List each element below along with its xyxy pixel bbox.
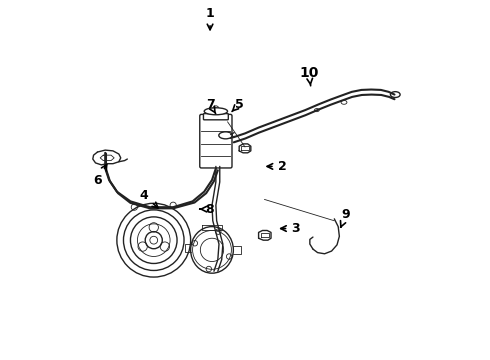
Text: 4: 4 (140, 189, 158, 208)
Text: 9: 9 (341, 208, 350, 227)
Text: 7: 7 (206, 98, 216, 114)
Text: 8: 8 (200, 203, 214, 216)
Text: 1: 1 (206, 7, 215, 30)
Text: 3: 3 (281, 222, 300, 235)
Text: 5: 5 (232, 98, 244, 112)
Ellipse shape (204, 108, 227, 115)
Text: 6: 6 (93, 165, 107, 186)
Text: 10: 10 (299, 66, 319, 86)
Text: 2: 2 (267, 160, 286, 173)
FancyBboxPatch shape (203, 114, 228, 120)
